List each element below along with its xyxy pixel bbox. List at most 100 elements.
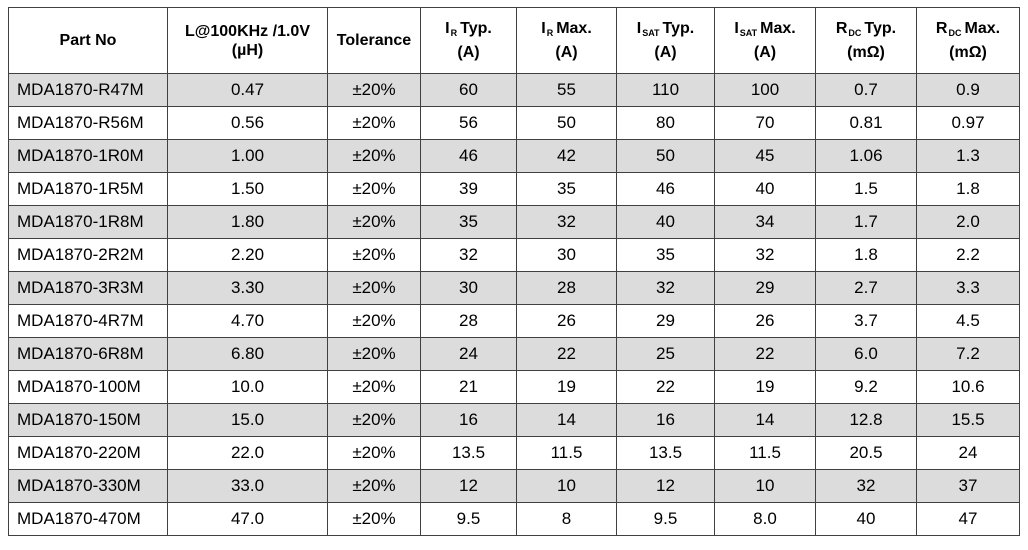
header-inductance: L@100KHz /1.0V (µH) [167,7,328,74]
cell-isat-max: 10 [714,469,816,503]
cell-part-no: MDA1870-150M [8,403,168,437]
table-row: MDA1870-3R3M 3.30 ±20% 30 28 32 29 2.7 3.3 [8,271,1020,305]
cell-rdc-max: 7.2 [916,337,1020,371]
cell-inductance: 47.0 [167,502,328,536]
cell-ir-typ: 9.5 [420,502,517,536]
table-row: MDA1870-1R0M 1.00 ±20% 46 42 50 45 1.06 1.3 [8,139,1020,173]
cell-part-no: MDA1870-3R3M [8,271,168,305]
cell-rdc-max: 15.5 [916,403,1020,437]
cell-isat-max: 45 [714,139,816,173]
cell-rdc-max: 0.9 [916,73,1020,107]
cell-ir-typ: 46 [420,139,517,173]
cell-part-no: MDA1870-4R7M [8,304,168,338]
cell-tolerance: ±20% [327,337,421,371]
cell-inductance: 1.00 [167,139,328,173]
cell-isat-max: 8.0 [714,502,816,536]
cell-part-no: MDA1870-R47M [8,73,168,107]
cell-inductance: 10.0 [167,370,328,404]
table-row: MDA1870-330M 33.0 ±20% 12 10 12 10 32 37 [8,469,1020,503]
cell-rdc-max: 0.97 [916,106,1020,140]
cell-rdc-typ: 1.7 [815,205,917,239]
table-row: MDA1870-1R8M 1.80 ±20% 35 32 40 34 1.7 2.0 [8,205,1020,239]
cell-tolerance: ±20% [327,271,421,305]
cell-ir-typ: 60 [420,73,517,107]
cell-ir-max: 28 [516,271,617,305]
inductor-spec-table: Part No L@100KHz /1.0V (µH) Tolerance IR T… [8,7,1020,536]
cell-ir-typ: 30 [420,271,517,305]
table-body: MDA1870-R47M 0.47 ±20% 60 55 110 100 0.7 0.9 MDA1… [8,73,1020,536]
cell-rdc-typ: 1.5 [815,172,917,206]
cell-part-no: MDA1870-2R2M [8,238,168,272]
cell-isat-typ: 32 [616,271,715,305]
cell-ir-max: 8 [516,502,617,536]
cell-ir-max: 11.5 [516,436,617,470]
cell-rdc-max: 47 [916,502,1020,536]
cell-ir-typ: 39 [420,172,517,206]
header-ir-typ: IR Typ. (A) [420,7,517,74]
cell-tolerance: ±20% [327,469,421,503]
cell-inductance: 6.80 [167,337,328,371]
cell-ir-max: 19 [516,370,617,404]
cell-isat-typ: 9.5 [616,502,715,536]
cell-tolerance: ±20% [327,436,421,470]
cell-isat-typ: 110 [616,73,715,107]
header-ir-max: IR Max. (A) [516,7,617,74]
cell-isat-max: 32 [714,238,816,272]
cell-tolerance: ±20% [327,238,421,272]
cell-ir-typ: 21 [420,370,517,404]
cell-rdc-max: 2.0 [916,205,1020,239]
cell-isat-max: 29 [714,271,816,305]
cell-inductance: 0.56 [167,106,328,140]
cell-rdc-max: 1.3 [916,139,1020,173]
cell-rdc-typ: 1.06 [815,139,917,173]
cell-rdc-max: 37 [916,469,1020,503]
header-tolerance: Tolerance [327,7,421,74]
cell-ir-typ: 56 [420,106,517,140]
cell-rdc-typ: 0.7 [815,73,917,107]
cell-ir-max: 35 [516,172,617,206]
table-row: MDA1870-1R5M 1.50 ±20% 39 35 46 40 1.5 1.8 [8,172,1020,206]
cell-part-no: MDA1870-1R5M [8,172,168,206]
header-isat-typ: ISAT Typ. (A) [616,7,715,74]
cell-rdc-max: 1.8 [916,172,1020,206]
cell-part-no: MDA1870-1R8M [8,205,168,239]
cell-rdc-max: 3.3 [916,271,1020,305]
cell-rdc-typ: 9.2 [815,370,917,404]
cell-inductance: 15.0 [167,403,328,437]
cell-tolerance: ±20% [327,139,421,173]
cell-part-no: MDA1870-220M [8,436,168,470]
cell-isat-max: 40 [714,172,816,206]
cell-tolerance: ±20% [327,205,421,239]
cell-isat-max: 11.5 [714,436,816,470]
cell-part-no: MDA1870-6R8M [8,337,168,371]
cell-isat-typ: 29 [616,304,715,338]
cell-ir-typ: 13.5 [420,436,517,470]
table-row: MDA1870-R56M 0.56 ±20% 56 50 80 70 0.81 0.97 [8,106,1020,140]
cell-ir-typ: 28 [420,304,517,338]
cell-tolerance: ±20% [327,106,421,140]
cell-rdc-typ: 20.5 [815,436,917,470]
cell-isat-typ: 16 [616,403,715,437]
cell-isat-typ: 40 [616,205,715,239]
cell-inductance: 1.50 [167,172,328,206]
table-row: MDA1870-2R2M 2.20 ±20% 32 30 35 32 1.8 2.2 [8,238,1020,272]
cell-part-no: MDA1870-330M [8,469,168,503]
cell-rdc-typ: 3.7 [815,304,917,338]
cell-ir-max: 26 [516,304,617,338]
cell-isat-max: 34 [714,205,816,239]
cell-isat-max: 100 [714,73,816,107]
cell-rdc-max: 4.5 [916,304,1020,338]
cell-tolerance: ±20% [327,304,421,338]
cell-ir-max: 32 [516,205,617,239]
header-isat-max: ISAT Max. (A) [714,7,816,74]
cell-ir-max: 55 [516,73,617,107]
header-rdc-typ: RDC Typ. (mΩ) [815,7,917,74]
table-row: MDA1870-100M 10.0 ±20% 21 19 22 19 9.2 10.6 [8,370,1020,404]
cell-isat-typ: 22 [616,370,715,404]
cell-tolerance: ±20% [327,172,421,206]
cell-inductance: 1.80 [167,205,328,239]
header-part-no: Part No [8,7,168,74]
table-row: MDA1870-220M 22.0 ±20% 13.5 11.5 13.5 11.5 20.5… [8,436,1020,470]
cell-inductance: 22.0 [167,436,328,470]
cell-isat-typ: 35 [616,238,715,272]
